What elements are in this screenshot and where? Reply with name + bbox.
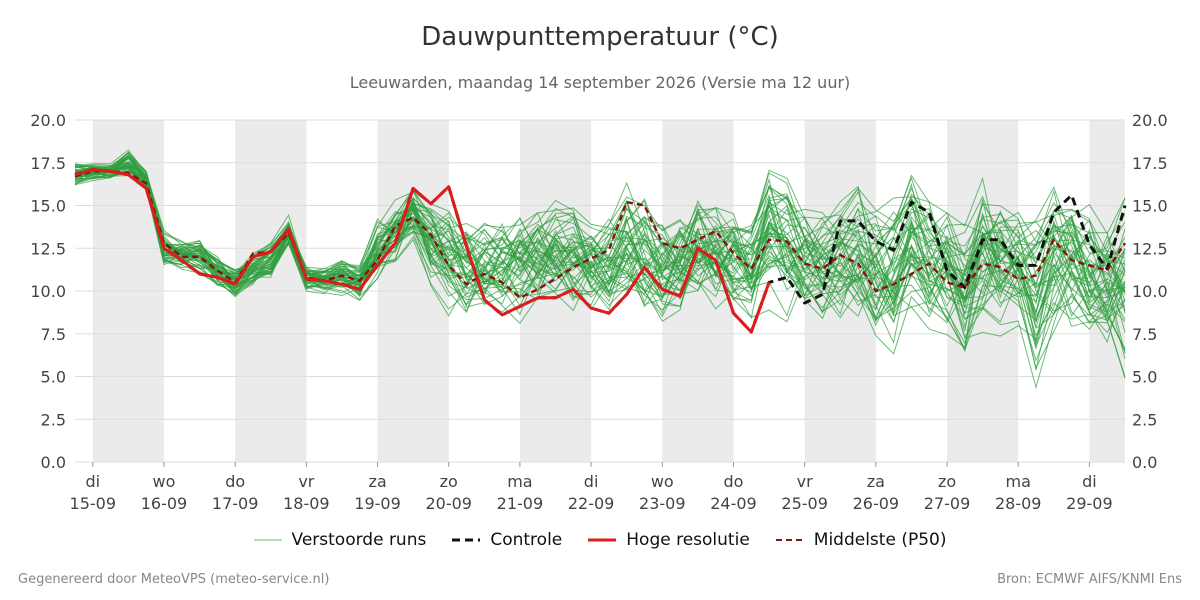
x-tick-date: 21-09	[497, 494, 544, 513]
footer-credit: Gegenereerd door MeteoVPS (meteo-service…	[18, 572, 330, 587]
x-tick-day: do	[723, 472, 743, 491]
x-tick-date: 24-09	[710, 494, 757, 513]
x-tick-day: wo	[651, 472, 674, 491]
ensemble-run-line	[74, 167, 1126, 297]
x-tick-date: 28-09	[995, 494, 1042, 513]
legend-swatch-control	[452, 538, 481, 542]
x-tick-date: 17-09	[212, 494, 259, 513]
legend-swatch-median	[775, 539, 804, 541]
legend-label-control: Controle	[490, 530, 563, 550]
x-tick-day: za	[867, 472, 885, 491]
main-series	[74, 168, 1127, 334]
legend-swatch-hires	[588, 538, 617, 542]
ensemble-run-line	[74, 163, 1126, 330]
y-tick-label-left: 20.0	[30, 111, 66, 130]
y-tick-label-right: 7.5	[1132, 325, 1157, 344]
legend-item-ensemble: Verstoorde runs	[253, 530, 427, 550]
x-tick-date: 27-09	[924, 494, 971, 513]
x-tick-date: 22-09	[568, 494, 615, 513]
footer-source: Bron: ECMWF AIFS/KNMI Ens	[997, 572, 1182, 587]
chart-subtitle: Leeuwarden, maandag 14 september 2026 (V…	[349, 73, 851, 92]
legend-item-control: Controle	[452, 530, 562, 550]
x-tick-date: 18-09	[283, 494, 330, 513]
x-tick-day: di	[85, 472, 100, 491]
x-tick-day: za	[368, 472, 386, 491]
y-tick-label-left: 10.0	[30, 282, 66, 301]
legend-item-median: Middelste (P50)	[775, 530, 947, 550]
x-tick-date: 16-09	[141, 494, 188, 513]
x-tick-day: ma	[507, 472, 532, 491]
x-tick-day: wo	[153, 472, 176, 491]
y-tick-label-right: 0.0	[1132, 453, 1157, 472]
y-tick-label-right: 5.0	[1132, 368, 1157, 387]
y-tick-label-left: 15.0	[30, 197, 66, 216]
x-tick-day: ma	[1006, 472, 1031, 491]
x-tick-date: 29-09	[1066, 494, 1113, 513]
legend-label-median: Middelste (P50)	[813, 530, 947, 550]
x-tick-day: zo	[440, 472, 458, 491]
y-tick-label-right: 10.0	[1132, 282, 1168, 301]
legend-item-hires: Hoge resolutie	[588, 530, 750, 550]
x-tick-day: di	[1082, 472, 1097, 491]
y-tick-label-left: 5.0	[41, 368, 66, 387]
y-tick-label-right: 15.0	[1132, 197, 1168, 216]
y-tick-label-left: 0.0	[41, 453, 66, 472]
chart-title: Dauwpunttemperatuur (°C)	[421, 22, 779, 52]
y-tick-label-right: 17.5	[1132, 154, 1168, 173]
x-tick-day: do	[225, 472, 245, 491]
series-line-hoge-resolutie	[74, 168, 771, 334]
legend-label-ensemble: Verstoorde runs	[291, 530, 427, 550]
x-tick-date: 26-09	[853, 494, 900, 513]
x-tick-date: 25-09	[781, 494, 828, 513]
x-tick-day: vr	[797, 472, 813, 491]
y-tick-label-right: 20.0	[1132, 111, 1168, 130]
x-tick-date: 15-09	[70, 494, 117, 513]
x-tick-day: di	[584, 472, 599, 491]
ensemble-run-line	[74, 161, 1126, 325]
x-tick-date: 20-09	[425, 494, 472, 513]
y-tick-label-left: 12.5	[30, 239, 66, 258]
y-tick-label-right: 12.5	[1132, 239, 1168, 258]
x-tick-date: 19-09	[354, 494, 401, 513]
x-tick-day: vr	[298, 472, 314, 491]
x-tick-date: 23-09	[639, 494, 686, 513]
axes: 0.0 0.0 2.5 2.5 5.0 5.0 7.5 7.5 10.0 10.0 12.5 12.5…	[30, 111, 1167, 513]
legend-swatch-ensemble	[253, 539, 282, 541]
y-tick-label-left: 17.5	[30, 154, 66, 173]
legend: Verstoorde runs Controle Hoge resolutie …	[0, 530, 1200, 550]
legend-label-hires: Hoge resolutie	[626, 530, 750, 550]
y-tick-label-left: 7.5	[41, 325, 66, 344]
y-tick-label-right: 2.5	[1132, 410, 1157, 429]
ensemble-run-line	[74, 156, 1126, 333]
y-tick-label-left: 2.5	[41, 410, 66, 429]
series-line-middelste-p50	[74, 170, 1127, 299]
ensemble-run-line	[74, 167, 1126, 345]
x-tick-day: zo	[938, 472, 956, 491]
